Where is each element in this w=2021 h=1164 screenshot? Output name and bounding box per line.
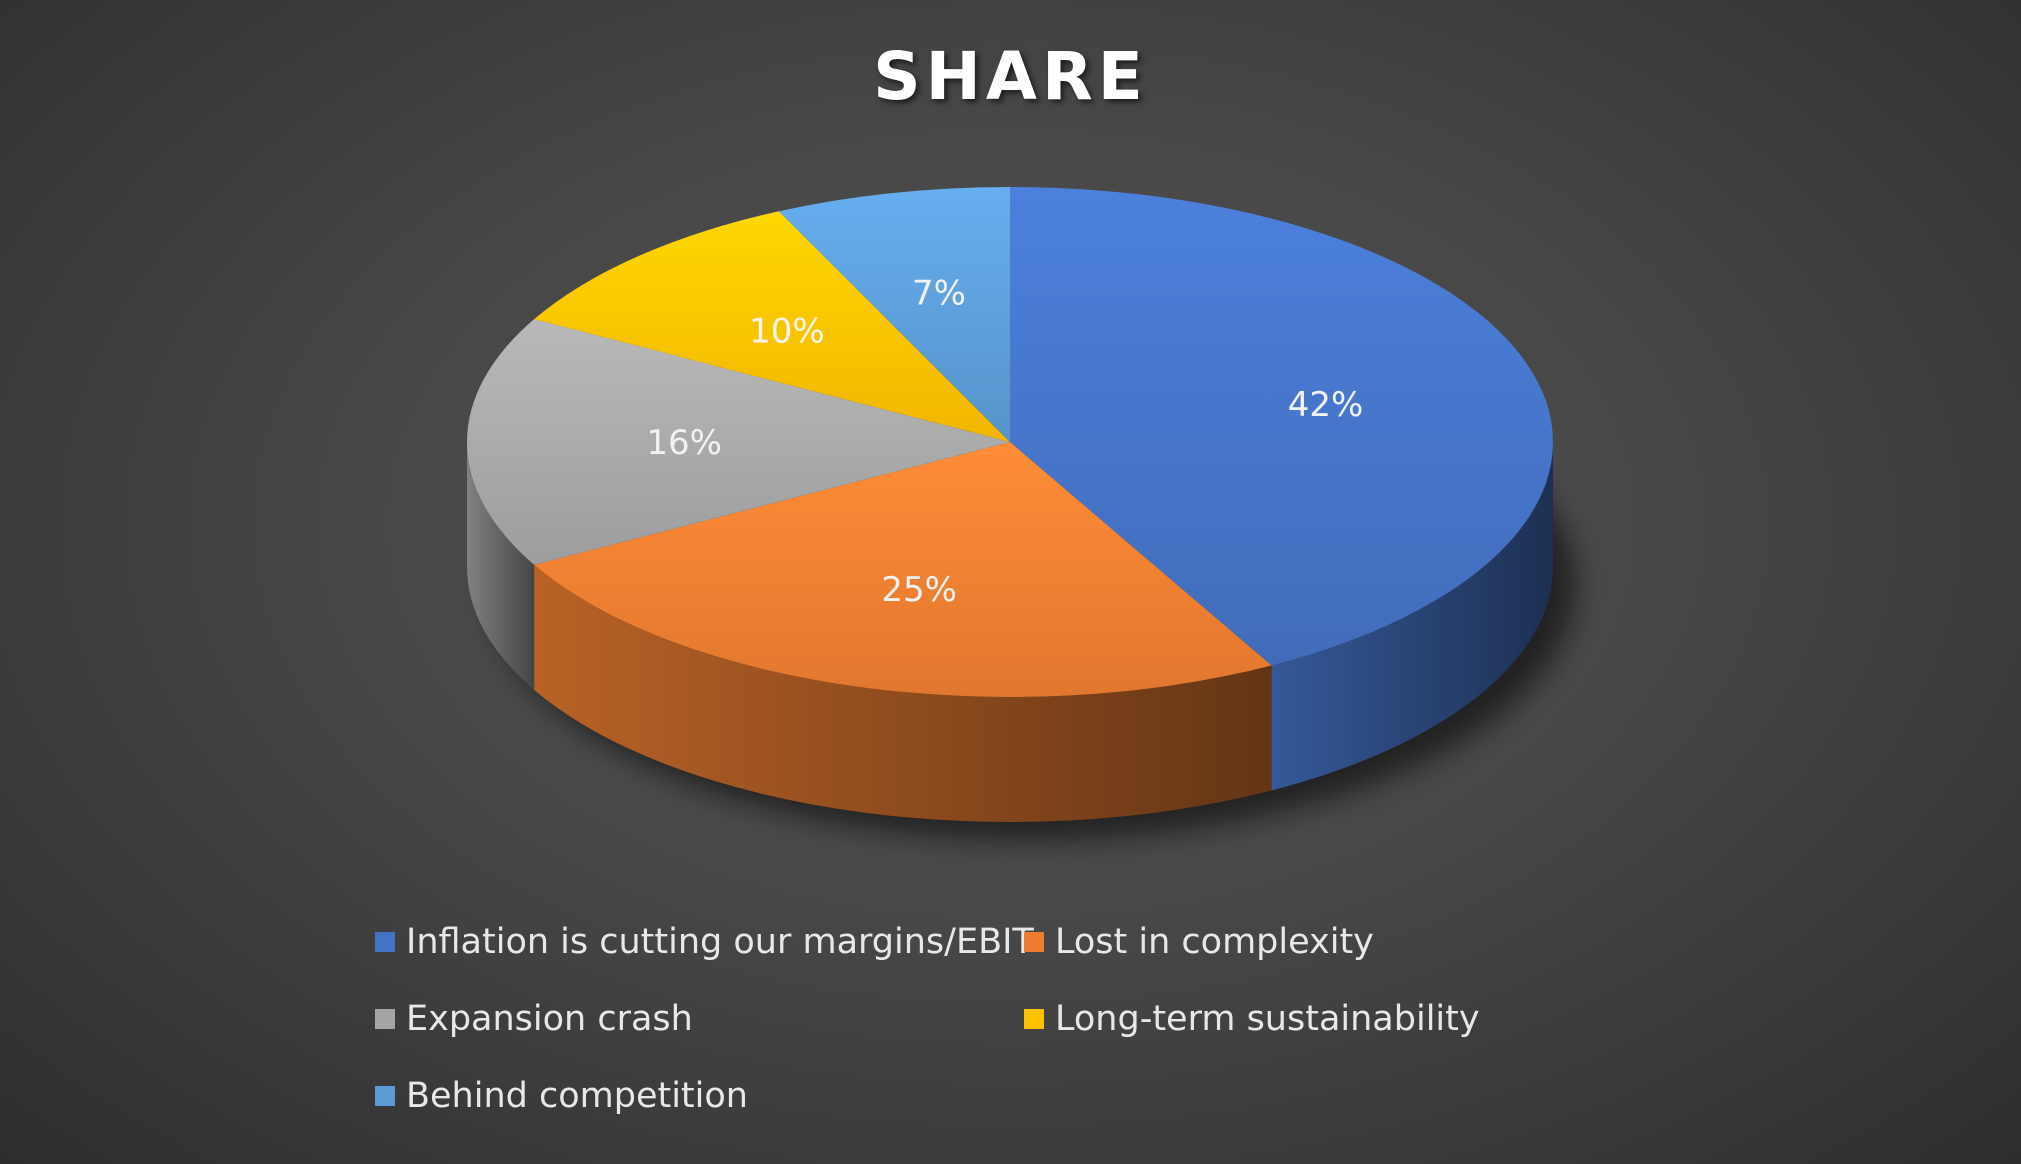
pie-slices [466, 187, 1554, 697]
data-label-long-term-sustainability: 10% [749, 311, 825, 351]
pie-slice-lost-in-complexity [534, 442, 1272, 697]
data-label-behind-competition: 7% [912, 274, 966, 314]
pie-data-labels: 42% 25% 16% 10% 7% [646, 274, 1363, 610]
pie-side-lost-in-complexity [534, 564, 1272, 823]
pie-side-inflation-is-cutting-our-margins-ebit [1271, 442, 1553, 791]
data-label-lost-in-complexity: 25% [881, 570, 957, 610]
data-label-expansion-crash: 16% [646, 423, 722, 463]
pie-side-expansion-crash [467, 442, 535, 690]
pie-slice-inflation-is-cutting-our-margins-ebit [1010, 187, 1554, 666]
pie-slice-behind-competition [778, 187, 1010, 442]
pie-slice-expansion-crash [466, 319, 1010, 565]
chart-title: SHARE [873, 38, 1148, 115]
pie-slice-long-term-sustainability [534, 211, 1010, 442]
pie-sides [467, 442, 1553, 823]
data-label-inflation-is-cutting-our-margins-ebit: 42% [1288, 385, 1364, 425]
